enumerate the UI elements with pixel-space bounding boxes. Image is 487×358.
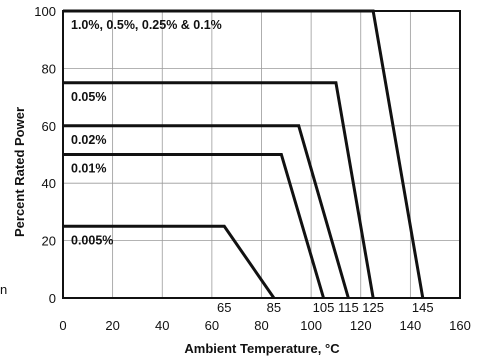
x-tick-label-20: 20 [105,318,119,333]
x-tick-label-100: 100 [300,318,322,333]
series-line-4 [63,224,276,299]
breakpoint-label-145: 145 [412,300,434,315]
breakpoint-label-105: 105 [313,300,335,315]
y-tick-label-60: 60 [42,119,56,134]
series-label-2: 0.02% [71,133,106,147]
y-tick-label-40: 40 [42,176,56,191]
y-tick-label-0: 0 [49,291,56,306]
x-tick-label-40: 40 [155,318,169,333]
series-label-3: 0.01% [71,162,106,176]
series-label-4: 0.005% [71,233,113,247]
x-tick-label-160: 160 [449,318,471,333]
series-line-2 [63,124,350,299]
breakpoint-label-85: 85 [267,300,281,315]
x-tick-label-0: 0 [59,318,66,333]
series-label-1: 0.05% [71,90,106,104]
series-lines [63,9,425,299]
x-axis-title: Ambient Temperature, °C [184,341,340,356]
breakpoint-label-125: 125 [362,300,384,315]
x-tick-label-140: 140 [400,318,422,333]
tick-labels: 0 20 40 60 80 100 120 140 160 0 20 40 60 80 100 65 85 105… [34,4,471,333]
series-line-3 [63,153,325,299]
y-tick-label-20: 20 [42,234,56,249]
x-tick-label-80: 80 [254,318,268,333]
y-axis-title: Percent Rated Power [12,107,27,237]
x-tick-label-120: 120 [350,318,372,333]
breakpoint-label-65: 65 [217,300,231,315]
clipped-text-fragment: n [0,282,7,297]
y-tick-label-80: 80 [42,61,56,76]
y-tick-label-100: 100 [34,4,56,19]
series-labels: 1.0%, 0.5%, 0.25% & 0.1% 0.05% 0.02% 0.01% 0… [71,18,222,247]
series-label-0: 1.0%, 0.5%, 0.25% & 0.1% [71,18,222,32]
breakpoint-label-115: 115 [338,300,359,315]
x-tick-label-60: 60 [205,318,219,333]
plot-frame [62,10,461,299]
series-line-1 [63,81,375,299]
